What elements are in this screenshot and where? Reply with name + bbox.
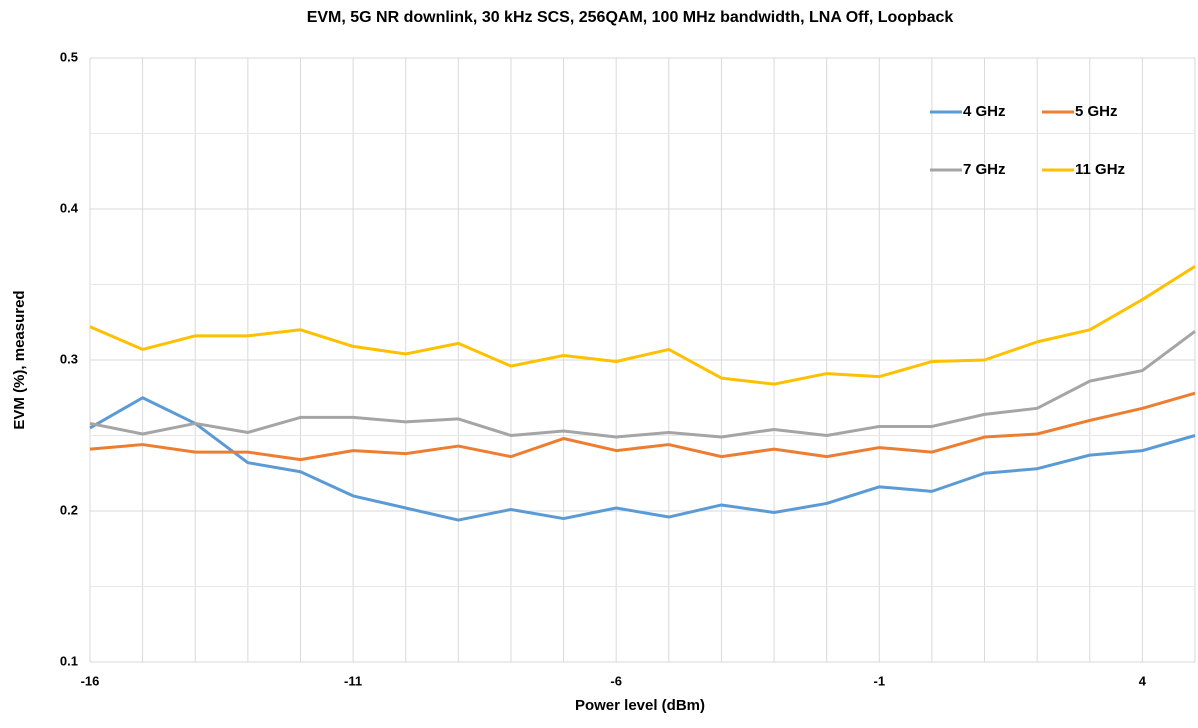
y-axis-label: EVM (%), measured (11, 290, 28, 429)
y-tick-label: 0.3 (60, 351, 78, 366)
x-tick-label: 4 (1139, 673, 1147, 688)
x-tick-label: -16 (81, 673, 100, 688)
series-line (89, 330, 1196, 439)
series-line (89, 265, 1196, 386)
x-axis-label: Power level (dBm) (575, 697, 705, 714)
series-line (89, 396, 1196, 522)
y-tick-label: 0.2 (60, 502, 78, 517)
chart-title: EVM, 5G NR downlink, 30 kHz SCS, 256QAM,… (307, 9, 954, 26)
x-tick-label: -1 (874, 673, 886, 688)
legend-label: 5 GHz (1075, 103, 1118, 120)
y-tick-label: 0.1 (60, 653, 78, 668)
legend-label: 4 GHz (963, 103, 1006, 120)
x-tick-label: -6 (610, 673, 622, 688)
x-tick-label: -11 (344, 673, 362, 688)
y-tick-label: 0.4 (60, 200, 79, 215)
legend-label: 11 GHz (1075, 161, 1125, 178)
series-line (89, 391, 1196, 462)
y-tick-label: 0.5 (60, 49, 78, 64)
legend-label: 7 GHz (963, 161, 1006, 178)
